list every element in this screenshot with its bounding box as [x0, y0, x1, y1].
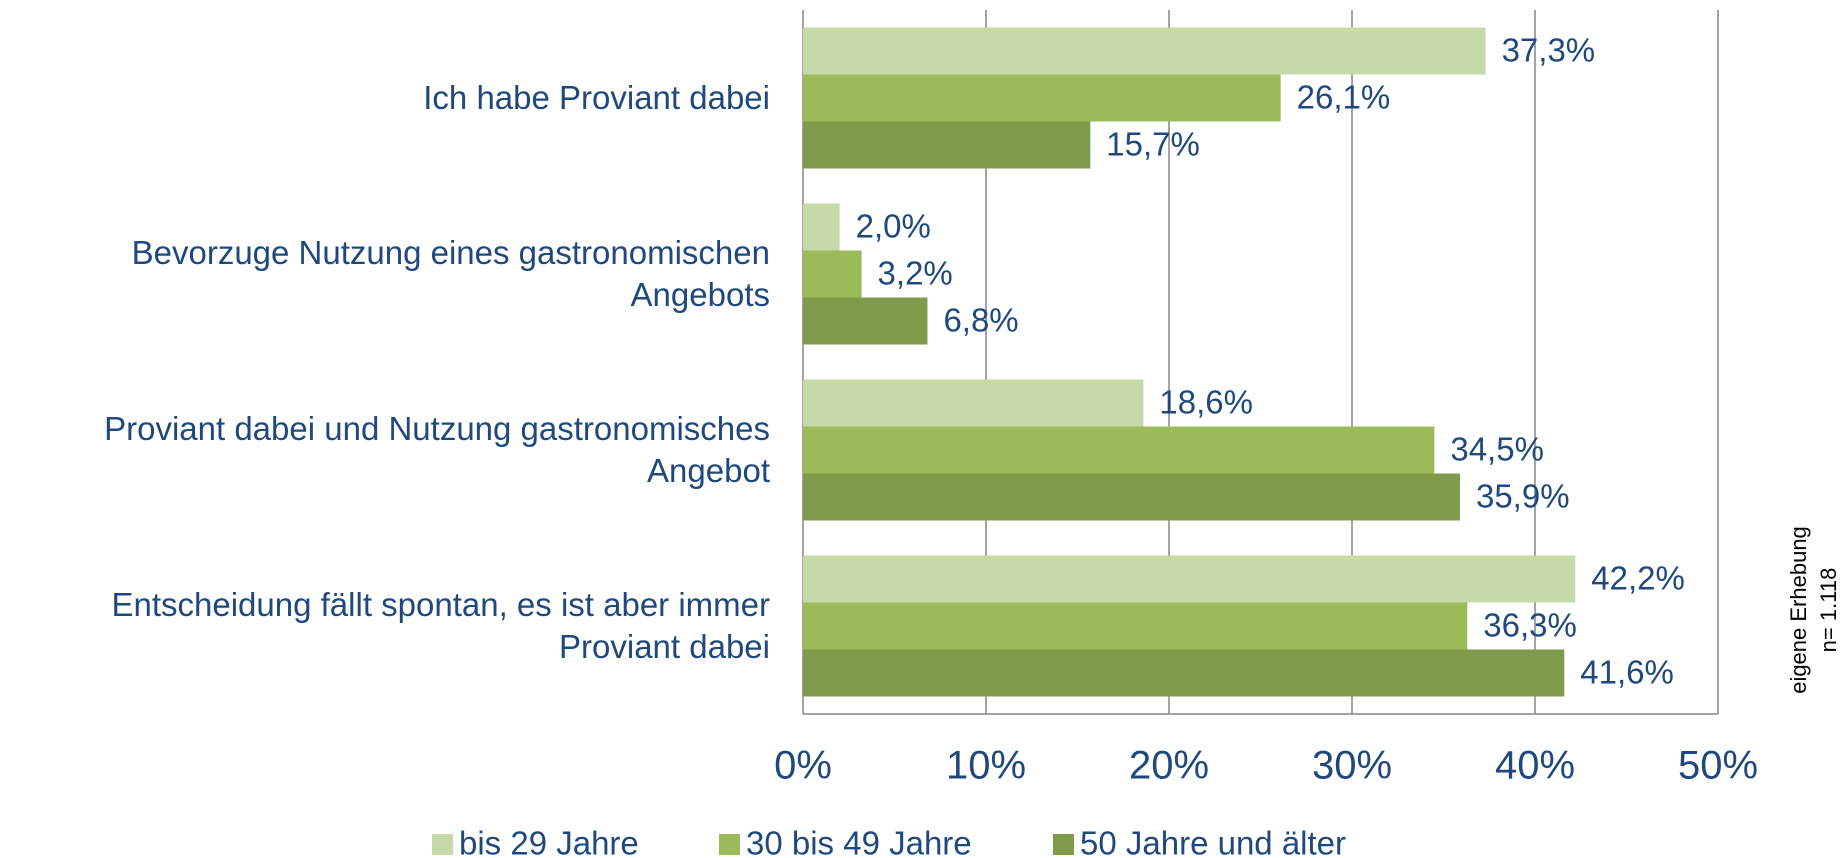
- category-label: Ich habe Proviant dabei: [423, 79, 770, 116]
- category-label: Entscheidung fällt spontan, es ist aber …: [111, 586, 770, 665]
- value-label: 35,9%: [1476, 478, 1570, 515]
- bar: [803, 27, 1486, 75]
- legend-label: bis 29 Jahre: [459, 825, 639, 858]
- bar: [803, 379, 1144, 427]
- bar: [803, 121, 1091, 169]
- legend-swatch: [719, 834, 740, 855]
- x-tick-label: 10%: [946, 744, 1026, 788]
- x-tick-label: 50%: [1678, 744, 1758, 788]
- value-label: 15,7%: [1106, 126, 1200, 163]
- category-label: Bevorzuge Nutzung eines gastronomischen …: [131, 234, 770, 313]
- legend-label: 30 bis 49 Jahre: [746, 825, 972, 858]
- value-label: 42,2%: [1591, 560, 1685, 597]
- bar: [803, 602, 1468, 650]
- legend-swatch: [432, 834, 453, 855]
- bar: [803, 297, 928, 345]
- value-label: 41,6%: [1580, 654, 1674, 691]
- x-tick-label: 40%: [1495, 744, 1575, 788]
- value-label: 6,8%: [943, 302, 1018, 339]
- bar: [803, 250, 862, 298]
- x-tick-label: 20%: [1129, 744, 1209, 788]
- value-label: 34,5%: [1450, 431, 1544, 468]
- value-label: 36,3%: [1483, 607, 1577, 644]
- legend-swatch: [1053, 834, 1074, 855]
- bar: [803, 203, 840, 251]
- annotation: eigene Erhebung: [1786, 526, 1811, 694]
- bar: [803, 74, 1281, 122]
- x-tick-label: 30%: [1312, 744, 1392, 788]
- value-label: 3,2%: [878, 255, 953, 292]
- value-label: 18,6%: [1159, 384, 1253, 421]
- bar: [803, 555, 1576, 603]
- legend-label: 50 Jahre und älter: [1080, 825, 1346, 858]
- value-label: 26,1%: [1297, 79, 1391, 116]
- bar: [803, 649, 1565, 697]
- x-tick-label: 0%: [774, 744, 832, 788]
- bar: [803, 473, 1460, 521]
- value-label: 37,3%: [1502, 32, 1596, 69]
- value-label: 2,0%: [856, 208, 931, 245]
- category-label: Proviant dabei und Nutzung gastronomisch…: [104, 410, 770, 489]
- bar: [803, 426, 1435, 474]
- annotation: n= 1.118: [1816, 568, 1841, 653]
